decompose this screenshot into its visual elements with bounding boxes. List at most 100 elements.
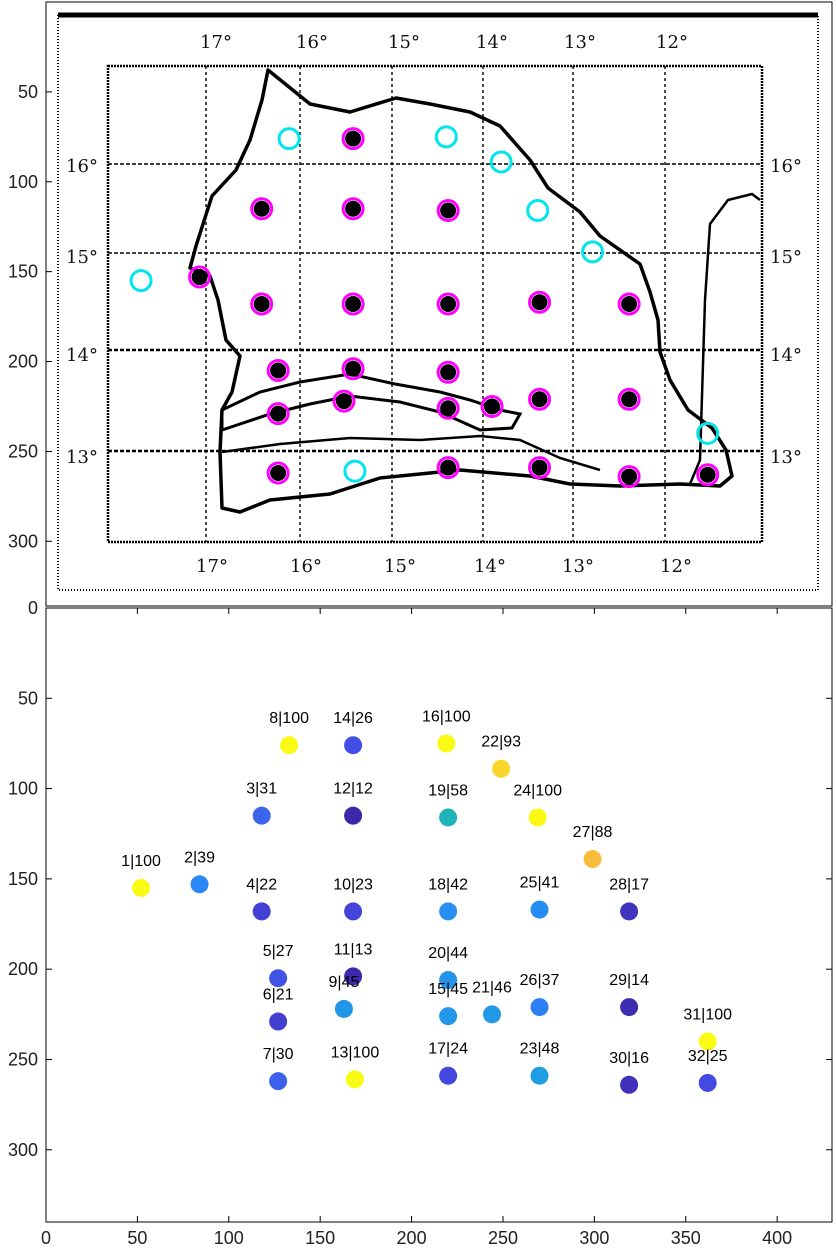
station-point — [439, 1066, 458, 1085]
station-label: 17|24 — [428, 1041, 468, 1058]
degree-label-top: 15° — [388, 32, 420, 53]
station-label: 5|27 — [263, 943, 294, 960]
station-point — [252, 902, 271, 921]
y-tick-label: 300 — [8, 531, 38, 551]
station-point — [344, 806, 363, 825]
station-dot — [699, 466, 716, 483]
station-label: 22|93 — [481, 734, 521, 751]
station-label: 9|45 — [329, 974, 360, 991]
station-marker-magenta — [341, 197, 365, 221]
station-marker-cyan — [129, 269, 153, 293]
station-marker-magenta — [341, 127, 365, 151]
degree-label-bottom: 15° — [384, 556, 416, 577]
x-tick-label: 400 — [762, 1228, 792, 1248]
station-point — [530, 998, 549, 1017]
map-panel: 17° 16° 15° 14° 13° 12° 17° 16° 15° 14° 13° 12° 16° 1… — [8, 1, 833, 618]
station-label: 29|14 — [609, 972, 649, 989]
station-marker-cyan — [526, 199, 550, 223]
station-marker-magenta — [266, 402, 290, 426]
station-marker-magenta — [250, 292, 274, 316]
station-dot — [440, 202, 457, 219]
degree-label-left: 16° — [66, 156, 98, 177]
map-frame — [106, 64, 764, 544]
station-point — [334, 999, 353, 1018]
station-point — [345, 1070, 364, 1089]
station-label: 31|100 — [683, 1006, 732, 1023]
station-marker-magenta — [617, 292, 641, 316]
station-label: 12|12 — [333, 781, 373, 798]
station-label: 19|58 — [428, 782, 468, 799]
station-marker-magenta — [436, 456, 460, 480]
station-point — [439, 902, 458, 921]
degree-label-bottom: 17° — [196, 556, 228, 577]
station-label: 16|100 — [422, 708, 471, 725]
y-tick-label: 100 — [8, 172, 38, 192]
y-tick-label: 200 — [8, 352, 38, 372]
sheet-border — [57, 13, 819, 591]
station-dot — [621, 296, 638, 312]
station-label: 11|13 — [334, 941, 373, 958]
station-point — [530, 900, 549, 919]
station-label: 2|39 — [184, 849, 215, 866]
degree-label-left: 13° — [66, 447, 98, 468]
station-point — [132, 878, 151, 897]
station-dot — [440, 296, 457, 312]
station-label: 21|46 — [472, 979, 512, 996]
station-point — [190, 875, 209, 894]
x-tick-label: 250 — [488, 1228, 518, 1248]
station-dot — [345, 130, 362, 147]
station-label: 15|45 — [428, 981, 468, 998]
station-point — [344, 736, 363, 755]
station-point — [280, 736, 299, 755]
station-dot — [335, 393, 352, 410]
station-marker-cyan — [696, 421, 720, 445]
station-point — [698, 1032, 717, 1051]
station-marker-cyan — [277, 127, 301, 151]
station-marker-magenta — [528, 456, 552, 480]
station-marker-magenta — [436, 396, 460, 420]
station-point — [269, 969, 288, 988]
degree-label-bottom: 12° — [660, 556, 692, 577]
station-point — [530, 1066, 549, 1085]
station-point — [252, 806, 271, 825]
station-label: 18|42 — [428, 876, 468, 893]
station-marker-magenta — [436, 292, 460, 316]
station-dot — [440, 400, 457, 417]
station-dot — [270, 464, 287, 481]
station-dot — [345, 200, 362, 217]
station-point — [698, 1073, 717, 1092]
station-marker-magenta — [266, 461, 290, 485]
station-marker-magenta — [528, 290, 552, 314]
station-dot — [440, 364, 457, 381]
station-label: 4|22 — [246, 876, 277, 893]
x-tick-label: 350 — [671, 1228, 701, 1248]
station-dot — [621, 468, 638, 485]
station-label: 6|21 — [263, 987, 294, 1004]
degree-label-right: 13° — [770, 447, 802, 468]
x-tick-label: 300 — [579, 1228, 609, 1248]
y-tick-label: 150 — [8, 869, 38, 889]
station-marker-magenta — [617, 387, 641, 411]
y-tick-label: 250 — [8, 1049, 38, 1069]
station-marker-cyan — [489, 150, 513, 174]
station-label: 20|44 — [428, 945, 468, 962]
y-tick-label: 50 — [18, 82, 38, 102]
station-label: 32|25 — [688, 1048, 728, 1065]
station-label: 1|100 — [121, 853, 161, 870]
station-point — [269, 1072, 288, 1091]
station-dot — [440, 459, 457, 476]
station-marker-magenta — [250, 197, 274, 221]
y-tick-label: 100 — [8, 779, 38, 799]
degree-label-top: 16° — [296, 32, 328, 53]
station-dot — [621, 391, 638, 408]
station-point — [583, 850, 602, 869]
station-point — [620, 998, 639, 1017]
station-label: 25|41 — [520, 875, 560, 892]
x-tick-label: 150 — [305, 1228, 335, 1248]
station-dot — [531, 459, 548, 476]
degree-label-top: 13° — [564, 32, 596, 53]
station-marker-magenta — [436, 360, 460, 384]
y-tick-label: 250 — [8, 441, 38, 461]
scatter-axes-box — [45, 607, 833, 1223]
